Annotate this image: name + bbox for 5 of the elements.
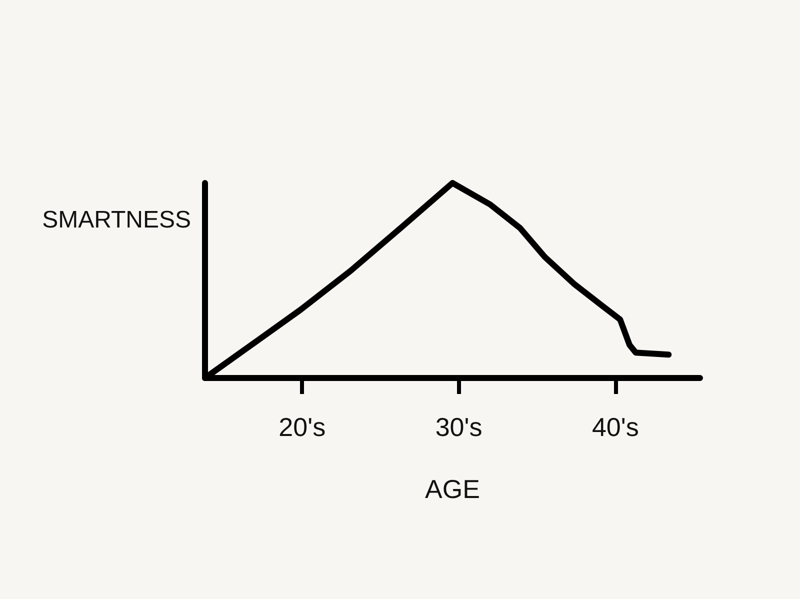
x-tick-label: 30's	[435, 412, 482, 442]
y-axis-title: SMARTNESS	[42, 206, 191, 234]
x-tick-label: 20's	[278, 412, 326, 442]
x-axis-title: AGE	[425, 474, 480, 504]
x-tick-label: 40's	[592, 412, 639, 442]
